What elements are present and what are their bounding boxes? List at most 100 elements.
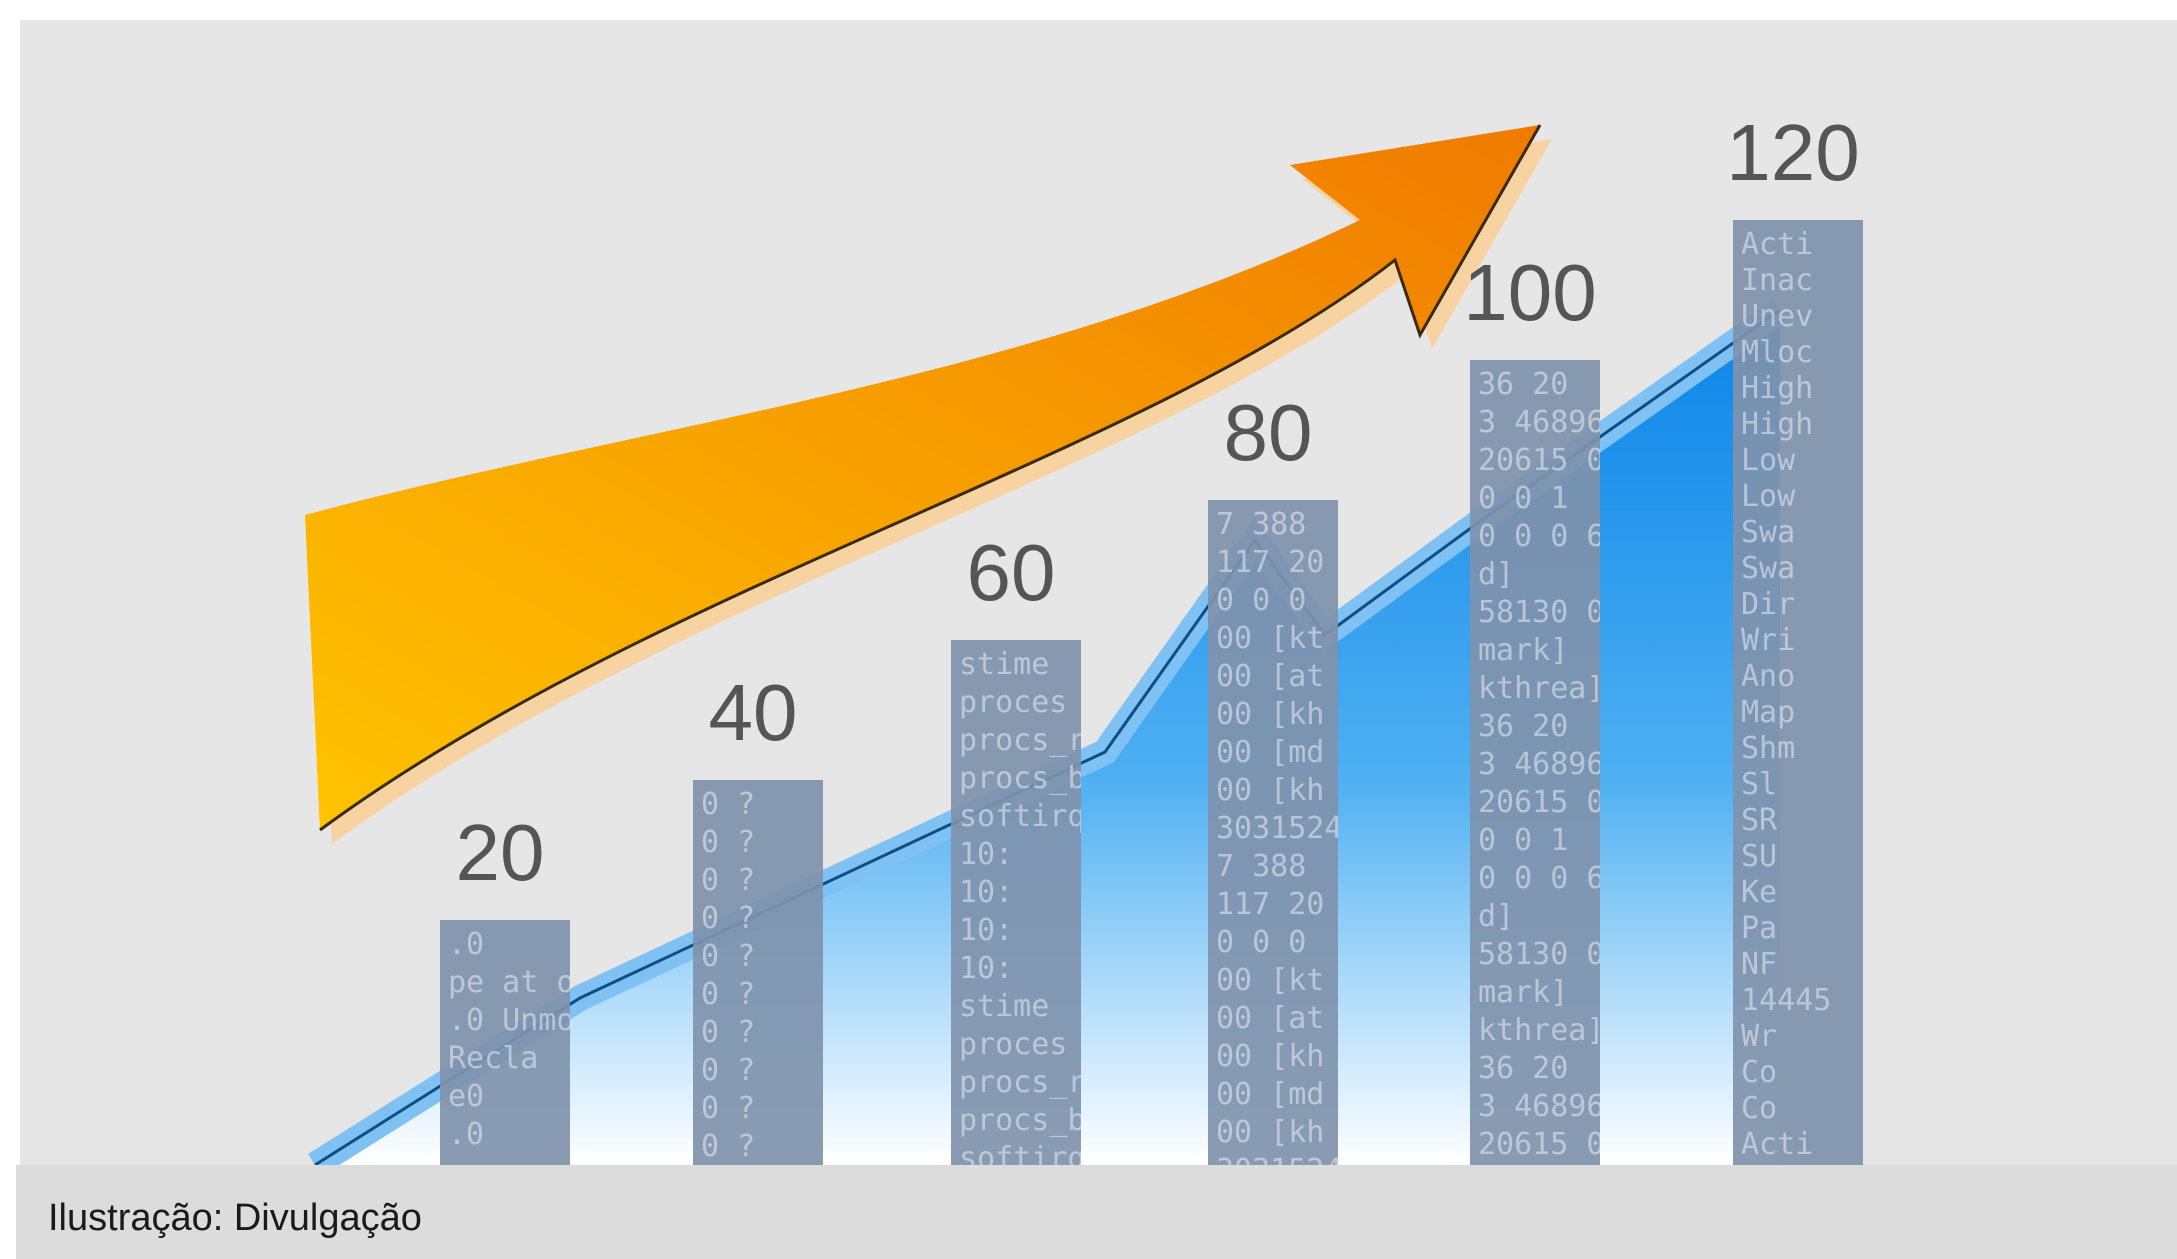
bar-texture-line: 00 [at: [1216, 659, 1324, 694]
bar-texture-line: Wri: [1741, 623, 1795, 658]
bar-texture-line: 3 46896: [1478, 405, 1604, 440]
bar-value-label: 100: [1463, 248, 1596, 337]
bar-texture-line: 0 0 0 6: [1478, 861, 1604, 896]
bar-texture-line: 58130 0: [1478, 595, 1604, 630]
bar-texture-line: 0 ?: [701, 863, 755, 898]
bar-texture-line: 10:: [959, 913, 1013, 948]
bar-texture-line: 0 0 1: [1478, 481, 1568, 516]
bar-texture-line: Inac: [1741, 263, 1813, 298]
bar-texture-line: stime: [959, 989, 1049, 1024]
bar-texture-line: 36 20: [1478, 709, 1568, 744]
growth-arrow-icon: [305, 124, 1552, 844]
bar-texture-line: pe at o: [448, 965, 574, 1000]
bar-texture-line: 00 [kh: [1216, 1115, 1324, 1150]
bar-texture-line: 0 ?: [701, 1015, 755, 1050]
bar-texture-line: Mloc: [1741, 335, 1813, 370]
bar-texture-line: 10:: [959, 837, 1013, 872]
bar-value-label: 60: [967, 528, 1056, 617]
bar-texture-line: 7 388: [1216, 849, 1306, 884]
bar-group: stimeprocesprocs_rprocs_blsoftirq10:10:1…: [951, 640, 1104, 1165]
bar-terminal-texture: 0 ?0 ?0 ?0 ?0 ?0 ?0 ?0 ?0 ?0 ?0 ?: [701, 787, 755, 1164]
bar-texture-line: Dir: [1741, 587, 1795, 622]
bar-texture-line: Inac: [1741, 1163, 1813, 1165]
bar-texture-line: Acti: [1741, 227, 1813, 262]
bar-value-label: 40: [709, 668, 798, 757]
bar-texture-line: 14445: [1741, 983, 1831, 1018]
bar-texture-line: Swa: [1741, 515, 1795, 550]
bar-texture-line: High: [1741, 371, 1813, 406]
bar-texture-line: 20615 0: [1478, 1127, 1604, 1162]
bar-texture-line: 20615 0: [1478, 785, 1604, 820]
bar-texture-line: 00 [kh: [1216, 697, 1324, 732]
bar-texture-line: softirq: [959, 799, 1085, 834]
bar-texture-line: 7 388: [1216, 507, 1306, 542]
bar-texture-line: procs_r: [959, 723, 1085, 758]
bar-texture-line: 3031524: [1216, 1153, 1342, 1165]
bar-texture-line: 00 [kt: [1216, 963, 1324, 998]
bar: [951, 640, 1081, 1165]
image-caption: Ilustração: Divulgação: [48, 1197, 422, 1239]
bar-texture-line: 0 0 0: [1216, 925, 1306, 960]
bar-texture-line: 00 [kt: [1216, 621, 1324, 656]
bar-texture-line: 0 ?: [701, 977, 755, 1012]
bar-texture-line: Ke: [1741, 875, 1777, 910]
bar-texture-line: e0: [448, 1079, 484, 1114]
bar-texture-line: Wr: [1741, 1019, 1777, 1054]
bar-texture-line: 0 0 1: [1478, 823, 1568, 858]
bar-texture-line: 0 ?: [701, 901, 755, 936]
bar-texture-line: Low: [1741, 479, 1796, 514]
bar-texture-line: NF: [1741, 947, 1777, 982]
bar-texture-line: procs_bl: [959, 1103, 1104, 1138]
bar-texture-line: 00 [md: [1216, 1077, 1324, 1112]
bar-texture-line: 0 ?: [701, 825, 755, 860]
bar-texture-line: mark]: [1478, 633, 1568, 668]
bar-texture-line: 0 ?: [701, 787, 755, 822]
bar-texture-line: Ano: [1741, 659, 1795, 694]
bar-texture-line: 0 ?: [701, 1129, 755, 1164]
bar-texture-line: 00 [kh: [1216, 773, 1324, 808]
bar-texture-line: 58130 0: [1478, 937, 1604, 972]
bar-texture-line: 117 20: [1216, 545, 1324, 580]
bar-texture-line: kthrea]: [1478, 671, 1604, 706]
bar-texture-line: proces: [959, 1027, 1067, 1062]
bar-texture-line: Recla: [448, 1041, 538, 1076]
bar: [440, 920, 570, 1165]
bar-value-label: 120: [1726, 108, 1859, 197]
bar-texture-line: proces: [959, 685, 1067, 720]
bar-value-label: 80: [1224, 388, 1313, 477]
bar-texture-line: 00 [at: [1216, 1001, 1324, 1036]
bar-texture-line: High: [1741, 407, 1813, 442]
bar-terminal-texture: stimeprocesprocs_rprocs_blsoftirq10:10:1…: [959, 647, 1104, 1165]
bar-texture-line: 00 [kh: [1216, 1039, 1324, 1074]
bar-texture-line: 0 ?: [701, 939, 755, 974]
data-labels: 20 40 60 80 100 120: [456, 108, 1860, 897]
bar-texture-line: mark]: [1478, 975, 1568, 1010]
bar-texture-line: 10:: [959, 951, 1013, 986]
bar-texture-line: kthrea]: [1478, 1013, 1604, 1048]
bar-texture-line: Co: [1741, 1091, 1777, 1126]
bar-texture-line: Shm: [1741, 731, 1795, 766]
arrow-outline: [319, 124, 1542, 832]
bar-texture-line: 0 ?: [701, 1053, 755, 1088]
bar-texture-line: SU: [1741, 839, 1777, 874]
bar-texture-line: Pa: [1741, 911, 1777, 946]
bar-texture-line: 20615 0: [1478, 443, 1604, 478]
bar-texture-line: 3031524: [1216, 811, 1342, 846]
bar-texture-line: 10:: [959, 875, 1013, 910]
bar: [1733, 220, 1863, 1165]
bar-texture-line: Low: [1741, 443, 1796, 478]
bar-texture-line: stime: [959, 647, 1049, 682]
bar-texture-line: Co: [1741, 1055, 1777, 1090]
bar-texture-line: softirq: [959, 1141, 1085, 1165]
bar-texture-line: Unev: [1741, 299, 1813, 334]
bar-texture-line: .0 Unmo: [448, 1003, 574, 1038]
bar-group: ActiInacUnevMlocHighHighLowLowSwaSwaDirW…: [1733, 220, 1863, 1165]
bar-texture-line: .0: [448, 1117, 484, 1152]
bar-texture-line: 3 46896: [1478, 1089, 1604, 1124]
bar-group: 0 ?0 ?0 ?0 ?0 ?0 ?0 ?0 ?0 ?0 ?0 ?: [693, 780, 823, 1165]
